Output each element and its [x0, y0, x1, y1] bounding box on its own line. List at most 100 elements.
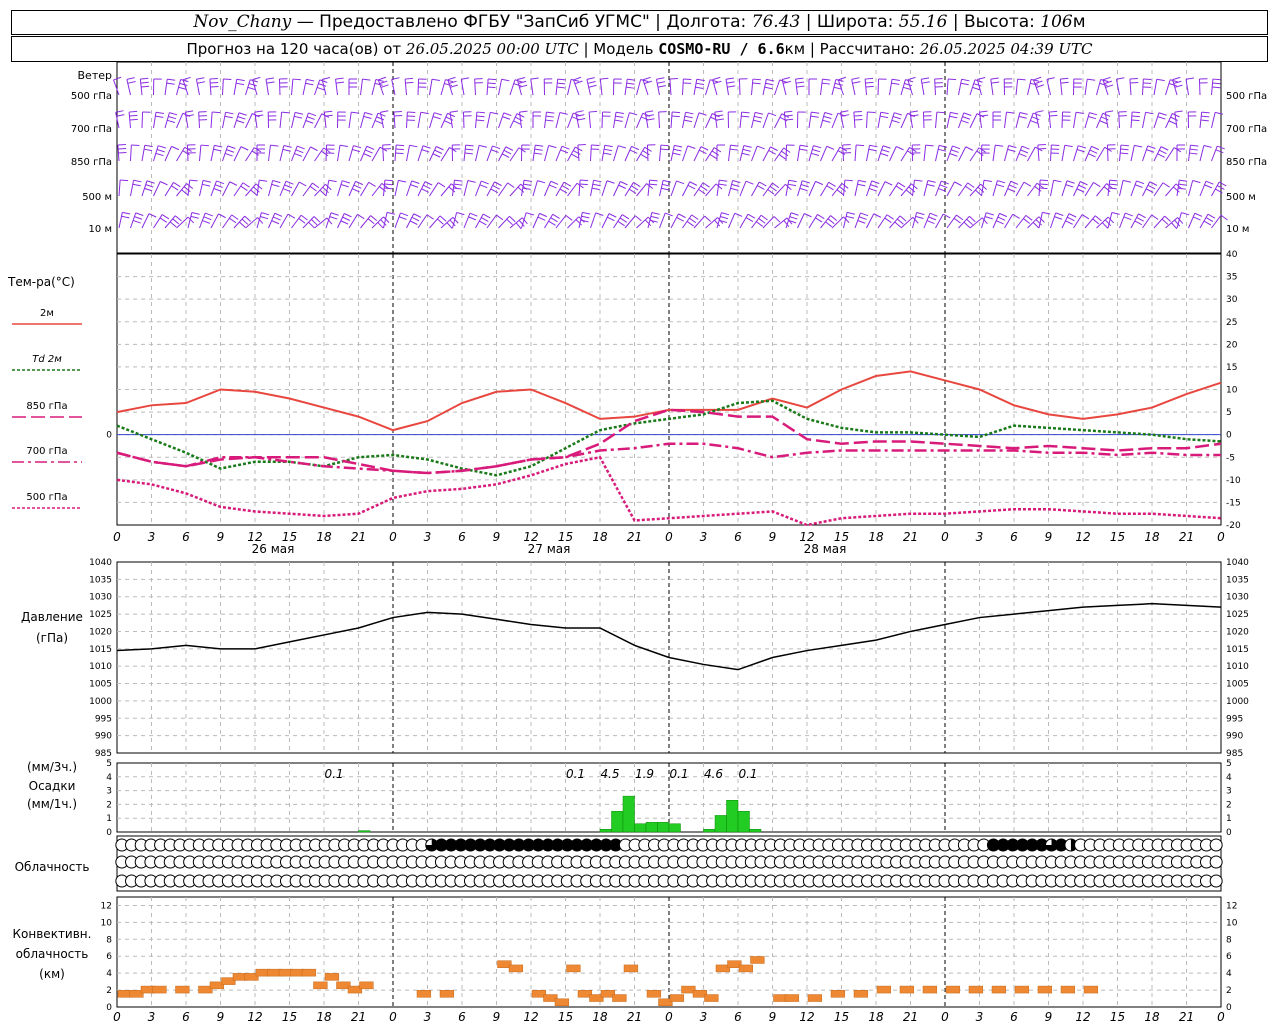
- wind-barb-flag: [1091, 145, 1100, 151]
- wind-barb: [1165, 217, 1178, 229]
- conv-x-tick: 18: [868, 1010, 884, 1024]
- wind-barb-flag: [835, 78, 844, 82]
- wind-barb: [182, 79, 189, 96]
- wind-barb: [935, 112, 938, 129]
- wind-barb: [590, 212, 597, 229]
- conv-x-tick: 15: [834, 1010, 849, 1024]
- wind-barb: [1050, 180, 1055, 197]
- wind-barb: [877, 181, 886, 197]
- wind-barb-flag: [595, 212, 604, 216]
- wind-barb-flag: [678, 213, 686, 219]
- wind-barb: [851, 79, 856, 96]
- pres-ytick-right: 1035: [1226, 575, 1249, 585]
- wind-barb: [371, 183, 383, 197]
- wind-barb: [1142, 145, 1149, 162]
- temp-x-tick: 0: [1217, 530, 1225, 544]
- wind-barb-flag: [895, 185, 904, 191]
- precip-ytick-left: 4: [106, 773, 112, 783]
- wind-barb: [976, 79, 982, 96]
- temp-series-4: [116, 455, 1222, 527]
- conv-bar: [554, 998, 570, 1007]
- wind-barb-flag: [216, 180, 225, 185]
- wind-barb-flag: [752, 82, 761, 85]
- wind-barb-flag: [573, 150, 581, 155]
- wind-barb-flag: [830, 215, 838, 221]
- wind-barb: [498, 215, 510, 229]
- wind-barb: [440, 183, 452, 197]
- wind-barb: [751, 79, 754, 96]
- date-label: 26 мая: [252, 542, 295, 556]
- wind-barb-flag: [342, 180, 350, 184]
- wind-barb: [567, 216, 580, 229]
- wind-barb-flag: [519, 84, 528, 88]
- wind-barb-flag: [836, 189, 844, 196]
- wind-barb-flag: [618, 145, 626, 149]
- wind-barb: [935, 213, 944, 229]
- conv-bar: [738, 964, 754, 973]
- wind-barb-flag: [665, 212, 673, 217]
- wind-barb-flag: [769, 185, 777, 192]
- wind-barb-flag: [252, 76, 261, 81]
- wind-barb-flag: [321, 150, 329, 157]
- wind-barb-flag: [891, 119, 900, 124]
- temp-ytick-right: 20: [1226, 340, 1238, 350]
- conv-bar: [198, 985, 213, 994]
- wind-barb-flag: [715, 114, 724, 117]
- wind-barb-flag: [661, 187, 670, 191]
- wind-barb-flag: [1106, 183, 1114, 189]
- conv-x-tick: 12: [799, 1010, 814, 1024]
- temp-series-2: [116, 408, 1222, 475]
- conv-x-tick: 12: [1075, 1010, 1090, 1024]
- wind-barb: [268, 180, 274, 197]
- wind-barb-flag: [1067, 216, 1075, 222]
- pres-ytick-right: 1020: [1226, 627, 1249, 637]
- wind-barbs: [113, 76, 1228, 230]
- wind-barb-flag: [1031, 116, 1040, 121]
- wind-barb-flag: [669, 77, 678, 80]
- wind-barb-flag: [257, 217, 264, 224]
- wind-barb-flag: [1089, 149, 1098, 154]
- model-unit: км: [784, 40, 806, 58]
- wind-barb: [302, 79, 307, 96]
- wind-barb-flag: [537, 180, 546, 184]
- temp-x-tick: 9: [217, 530, 225, 544]
- wind-barb-flag: [726, 81, 735, 84]
- wind-barb: [1142, 181, 1151, 197]
- wind-barb: [302, 146, 311, 162]
- wind-barb-flag: [660, 144, 669, 147]
- pres-ytick-right: 1005: [1226, 680, 1249, 690]
- wind-barb: [279, 145, 285, 162]
- pres-ytick-right: 1015: [1226, 645, 1249, 655]
- wind-level-label-right: 500 гПа: [1226, 91, 1267, 102]
- wind-barb: [1199, 145, 1205, 162]
- wind-barb: [820, 182, 830, 197]
- conv-bar: [658, 998, 673, 1007]
- wind-barb-flag: [631, 145, 640, 151]
- wind-barb-flag: [146, 180, 155, 184]
- wind-barb-flag: [244, 215, 251, 222]
- wind-barb-flag: [1215, 188, 1223, 194]
- wind-barb-flag: [714, 110, 723, 113]
- conv-bar: [221, 977, 236, 985]
- pres-ytick-right: 985: [1226, 749, 1243, 759]
- wind-barb-flag: [928, 216, 937, 221]
- wind-barb-flag: [996, 220, 1004, 225]
- wind-barb-flag: [209, 77, 218, 80]
- wind-barb-flag: [656, 77, 665, 80]
- wind-barb: [808, 181, 816, 197]
- wind-barb-flag: [1102, 112, 1111, 117]
- wind-barb-flag: [534, 152, 543, 155]
- forecast-label: Прогноз на 120 часа(ов) от: [186, 40, 402, 58]
- conv-bar: [968, 985, 984, 994]
- station-name: Nov_Chany: [193, 12, 292, 32]
- wind-barb-flag: [715, 118, 724, 121]
- wind-barb-flag: [973, 83, 982, 87]
- temp-x-tick: 15: [1110, 530, 1125, 544]
- wind-barb: [889, 146, 897, 162]
- wind-barb: [440, 79, 446, 96]
- wind-barb-flag: [394, 114, 403, 117]
- conv-bar: [1083, 985, 1099, 994]
- conv-bar: [336, 981, 351, 990]
- wind-barb-flag: [236, 119, 245, 124]
